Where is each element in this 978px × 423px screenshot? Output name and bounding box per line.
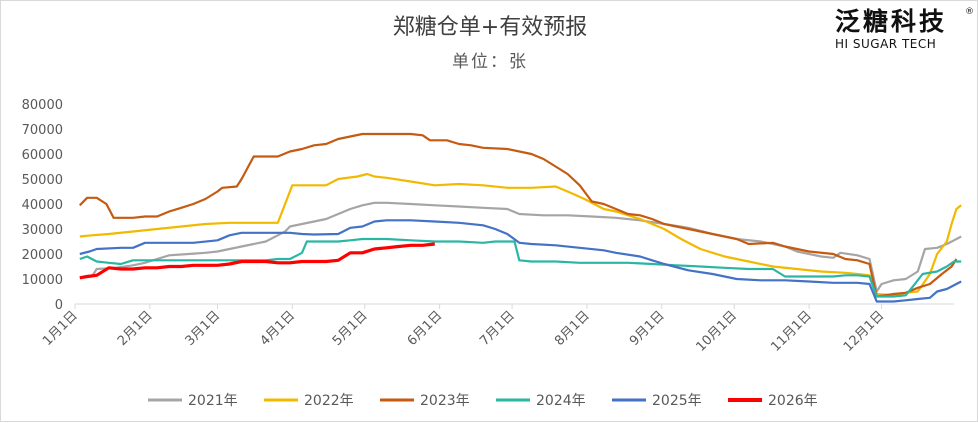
y-tick-label: 30000 — [22, 223, 63, 238]
y-tick-label: 60000 — [22, 148, 63, 163]
registered-mark: ® — [965, 7, 974, 17]
x-tick-label: 6月1日 — [405, 308, 446, 349]
legend-label: 2024年 — [536, 393, 586, 409]
y-tick-label: 80000 — [22, 98, 63, 113]
series-line-2026年 — [79, 242, 435, 280]
y-tick-label: 0 — [55, 298, 63, 313]
x-tick-label: 5月1日 — [330, 308, 371, 349]
legend-label: 2026年 — [768, 393, 818, 409]
legend-label: 2025年 — [652, 393, 702, 409]
x-tick-label: 1月1日 — [40, 308, 81, 349]
x-tick-label: 4月1日 — [257, 308, 298, 349]
series-line-2024年 — [79, 237, 962, 298]
y-tick-label: 20000 — [22, 248, 63, 263]
y-tick-label: 40000 — [22, 198, 63, 213]
legend-label: 2021年 — [188, 393, 238, 409]
y-tick-label: 10000 — [22, 273, 63, 288]
series-line-2021年 — [79, 201, 962, 293]
y-tick-label: 70000 — [22, 123, 63, 138]
x-tick-label: 9月1日 — [627, 308, 668, 349]
brand-logo: 泛糖科技 HI SUGAR TECH ® — [835, 7, 974, 51]
legend-label: 2023年 — [420, 393, 470, 409]
x-tick-label: 12月1日 — [841, 308, 888, 355]
logo-english-text: HI SUGAR TECH — [835, 37, 937, 51]
x-tick-label: 10月1日 — [694, 308, 741, 355]
x-tick-label: 8月1日 — [552, 308, 593, 349]
chart-legend: 2021年 2022年 2023年 2024年 2025年 2026年 — [148, 393, 818, 409]
logo-chinese-text: 泛糖科技 — [835, 7, 948, 36]
series-line-2023年 — [79, 132, 958, 298]
series-line-2025年 — [79, 219, 962, 303]
x-tick-label: 11月1日 — [768, 308, 815, 355]
x-tick-label: 7月1日 — [477, 308, 518, 349]
x-tick-label: 2月1日 — [115, 308, 156, 349]
chart-title: 郑糖仓单+有效预报 — [392, 15, 588, 40]
x-tick-label: 3月1日 — [183, 308, 224, 349]
y-tick-label: 50000 — [22, 173, 63, 188]
chart-subtitle: 单位：张 — [452, 52, 528, 72]
chart-series — [79, 132, 962, 303]
legend-label: 2022年 — [304, 393, 354, 409]
